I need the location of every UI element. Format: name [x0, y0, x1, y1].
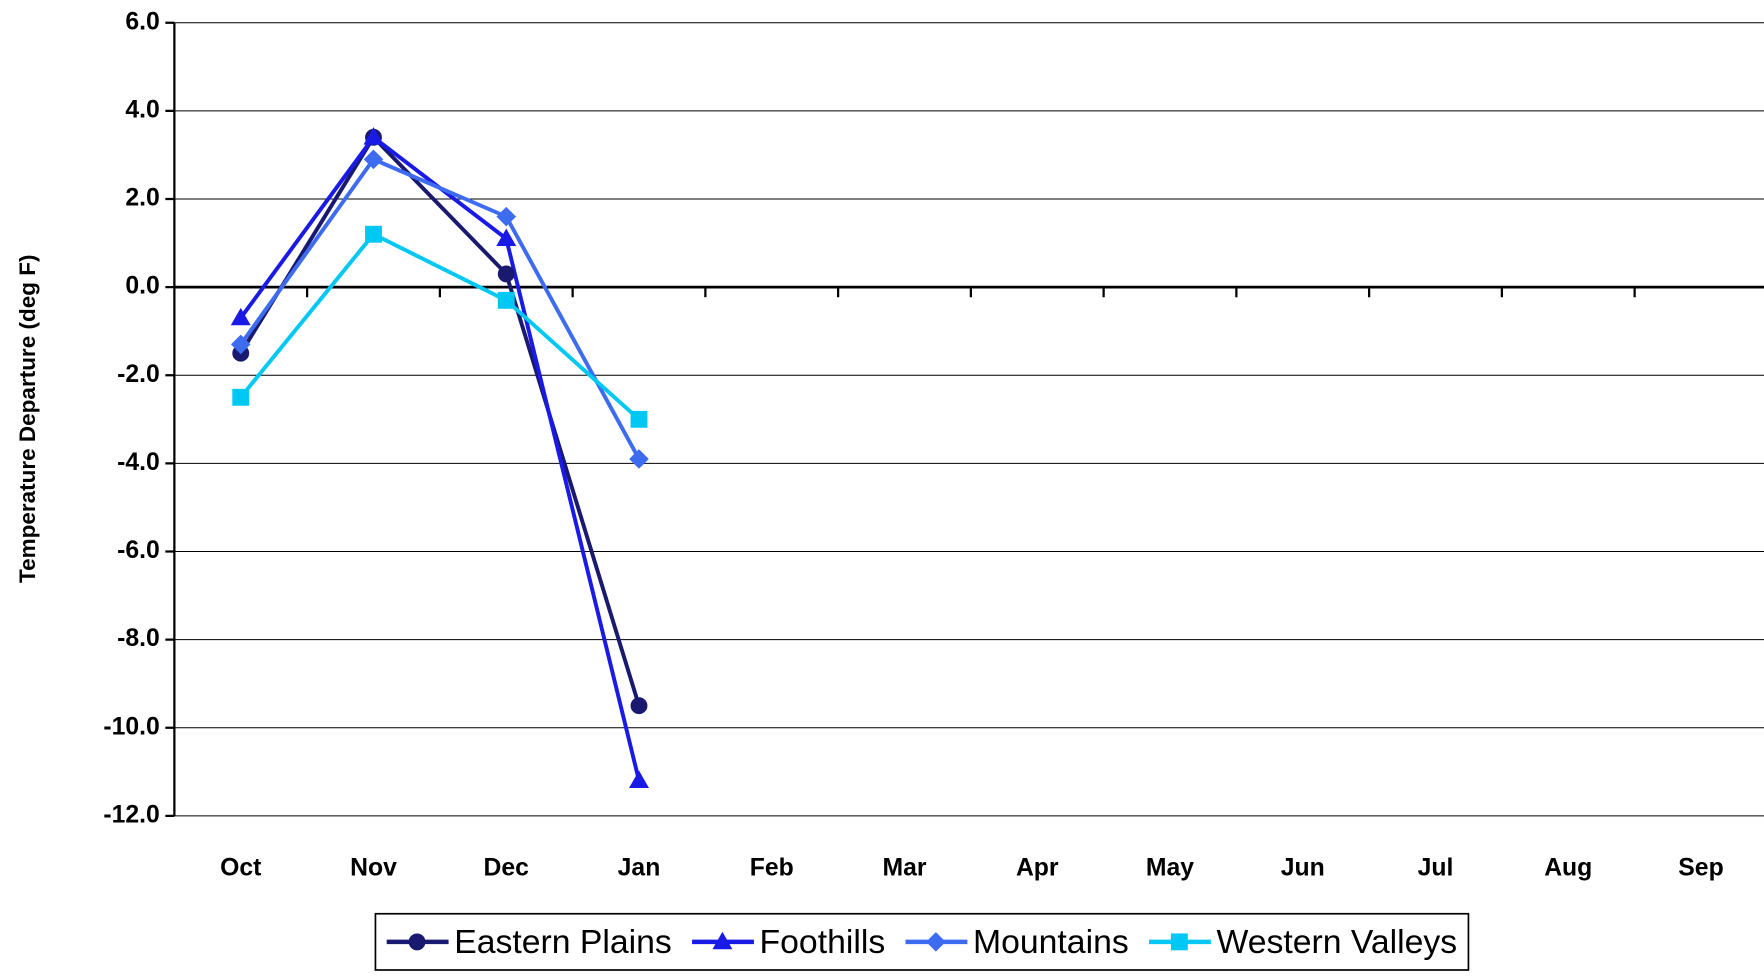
- y-tick-label: -4.0: [117, 449, 160, 476]
- x-tick-label: Jun: [1281, 854, 1325, 881]
- legend-marker: [408, 933, 426, 951]
- x-tick-label: Jul: [1418, 854, 1454, 881]
- data-point: [497, 291, 515, 309]
- legend-marker: [926, 932, 946, 952]
- data-point: [230, 334, 251, 355]
- x-tick-label: Sep: [1678, 854, 1723, 881]
- series-line: [239, 156, 641, 460]
- legend-label: Western Valleys: [1216, 923, 1457, 961]
- y-tick-label: 6.0: [125, 8, 159, 35]
- data-point: [363, 149, 384, 170]
- data-point: [363, 127, 384, 145]
- x-tick-label: Aug: [1544, 854, 1592, 881]
- series-line: [239, 134, 641, 707]
- y-tick-label: 2.0: [125, 185, 159, 212]
- legend-label: Mountains: [973, 923, 1129, 961]
- x-tick-label: Mar: [882, 854, 926, 881]
- x-tick-label: Feb: [750, 854, 794, 881]
- data-point: [629, 449, 649, 469]
- legend-marker: [712, 931, 733, 950]
- y-tick-label: 0.0: [125, 273, 159, 300]
- legend: Eastern Plains Foothills Mountains Western …: [374, 912, 1470, 971]
- x-tick-label: Dec: [484, 854, 530, 881]
- data-point: [496, 228, 517, 246]
- legend-label: Eastern Plains: [454, 923, 672, 961]
- x-tick-label: Nov: [350, 854, 397, 881]
- legend-label: Foothills: [760, 923, 886, 961]
- legend-marker: [1170, 933, 1188, 951]
- data-point: [629, 770, 649, 788]
- y-tick-label: 4.0: [125, 96, 159, 123]
- y-tick-label: -12.0: [103, 801, 159, 828]
- y-axis-label: Temperature Departure (deg F): [15, 255, 40, 583]
- x-tick-label: Jan: [618, 854, 661, 881]
- data-point: [232, 388, 250, 406]
- series-line: [239, 231, 641, 421]
- y-tick-label: -2.0: [117, 361, 160, 388]
- data-point: [497, 265, 515, 283]
- y-tick-label: -6.0: [117, 537, 160, 564]
- x-tick-label: Oct: [220, 854, 261, 881]
- y-tick-label: -10.0: [103, 713, 159, 740]
- x-tick-label: May: [1146, 854, 1194, 881]
- data-point: [230, 307, 251, 326]
- x-tick-label: Apr: [1016, 854, 1059, 881]
- data-point: [630, 697, 648, 715]
- data-point: [365, 225, 382, 243]
- data-point: [496, 206, 517, 227]
- data-point: [630, 410, 648, 428]
- y-tick-label: -8.0: [117, 625, 160, 652]
